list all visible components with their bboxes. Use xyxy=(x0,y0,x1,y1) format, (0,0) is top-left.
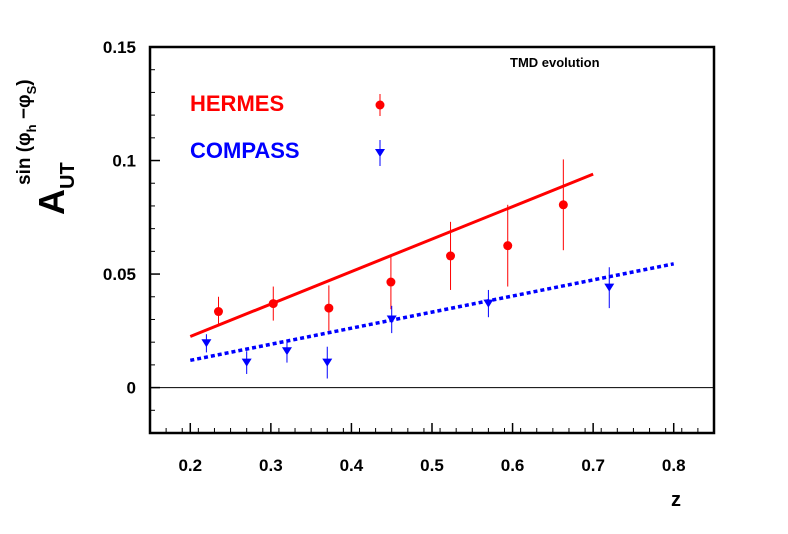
sup-phi-s-sub: S xyxy=(24,85,39,94)
y-axis-label-superscript: sin (φh −φS) xyxy=(14,79,39,185)
point-hermes xyxy=(558,200,568,210)
point-hermes xyxy=(503,241,513,251)
axis-ticks: 0.2 0.3 0.4 0.5 0.6 0.7 0.8 0 0.05 0.1 0.15 xyxy=(103,38,715,475)
annotation-tmd-evolution: TMD evolution xyxy=(510,55,600,70)
sup-prefix: sin ( xyxy=(14,145,35,185)
y-tick-label: 0.15 xyxy=(103,38,136,57)
y-axis-label-main: A xyxy=(31,189,72,215)
y-tick-label: 0.05 xyxy=(103,265,136,284)
sup-minus: − xyxy=(14,108,35,124)
y-tick-label: 0 xyxy=(127,379,136,398)
point-compass xyxy=(483,299,494,308)
sup-phi-h-sub: h xyxy=(24,124,39,132)
point-hermes xyxy=(268,299,278,309)
legend-label-compass: COMPASS xyxy=(190,138,300,163)
point-hermes xyxy=(324,303,334,313)
legend: HERMES COMPASS xyxy=(190,91,385,166)
x-tick-label: 0.6 xyxy=(501,456,525,475)
x-tick-label: 0.5 xyxy=(420,456,444,475)
y-tick-label: 0.1 xyxy=(112,152,136,171)
point-hermes xyxy=(213,307,223,317)
legend-label-hermes: HERMES xyxy=(190,91,284,116)
point-compass xyxy=(281,347,292,356)
sup-phi-h: φ xyxy=(14,132,35,146)
point-compass xyxy=(386,315,397,324)
x-tick-label: 0.3 xyxy=(259,456,283,475)
x-tick-label: 0.8 xyxy=(662,456,686,475)
point-compass xyxy=(322,358,333,367)
y-axis-label: AUT xyxy=(31,162,79,215)
y-axis-label-sub: UT xyxy=(57,162,79,189)
point-hermes xyxy=(446,251,456,261)
sup-phi-s: φ xyxy=(14,94,35,108)
fit-curves xyxy=(189,172,675,363)
fit-line-compass xyxy=(189,262,675,363)
x-tick-label: 0.7 xyxy=(581,456,605,475)
point-hermes xyxy=(386,277,396,287)
data-points xyxy=(201,159,615,379)
x-tick-label: 0.4 xyxy=(340,456,364,475)
point-compass xyxy=(604,283,615,292)
x-axis-label: z xyxy=(671,489,681,511)
fit-line-hermes xyxy=(189,172,594,338)
x-tick-label: 0.2 xyxy=(178,456,202,475)
point-compass xyxy=(201,339,212,348)
point-compass xyxy=(241,358,252,367)
sup-close: ) xyxy=(14,79,35,85)
